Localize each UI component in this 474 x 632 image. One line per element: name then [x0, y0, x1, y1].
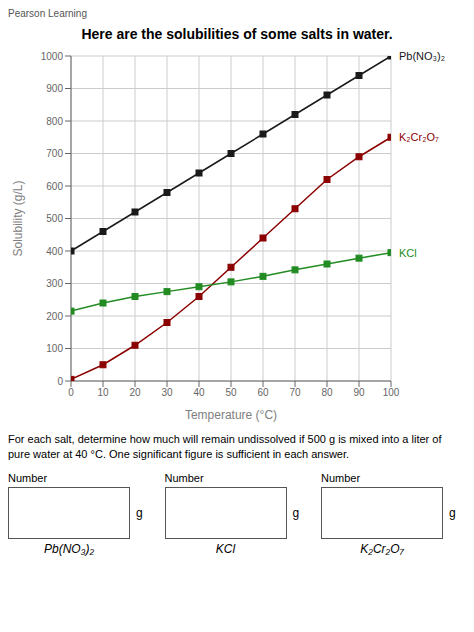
svg-text:50: 50 — [225, 387, 237, 398]
html-text:g: g — [136, 506, 143, 520]
html-text:K₂Cr₂O₇: K₂Cr₂O₇ — [360, 542, 404, 556]
html-text:pure water at 40 °C. One signi: pure water at 40 °C. One significant fig… — [8, 448, 350, 460]
svg-text:600: 600 — [46, 181, 63, 192]
html-text:g: g — [449, 506, 456, 520]
svg-text:0: 0 — [68, 387, 74, 398]
svg-text:400: 400 — [46, 246, 63, 257]
svg-text:0: 0 — [57, 376, 63, 387]
svg-text:K₂Cr₂O₇: K₂Cr₂O₇ — [399, 131, 439, 143]
svg-text:700: 700 — [46, 148, 63, 159]
svg-text:100: 100 — [383, 387, 400, 398]
html-text:Pearson Learning: Pearson Learning — [8, 8, 87, 19]
svg-text:800: 800 — [46, 116, 63, 127]
svg-text:KCl: KCl — [399, 247, 417, 259]
html-text:g: g — [292, 506, 300, 520]
html-text:Here are the solubilities of s: Here are the solubilities of some salts … — [81, 26, 393, 42]
html-text:Pb(NO₃)₂: Pb(NO₃)₂ — [44, 542, 94, 556]
svg-text:100: 100 — [46, 343, 63, 354]
svg-text:Solubility (g/L): Solubility (g/L) — [11, 180, 25, 256]
html-text:KCl: KCl — [215, 542, 236, 556]
html-text:Number: Number — [8, 472, 48, 484]
svg-text:900: 900 — [46, 83, 63, 94]
svg-text:90: 90 — [353, 387, 365, 398]
svg-text:Temperature (°C): Temperature (°C) — [185, 408, 277, 422]
svg-text:40: 40 — [193, 387, 205, 398]
svg-text:Pb(NO₃)₂: Pb(NO₃)₂ — [399, 50, 445, 62]
svg-text:70: 70 — [289, 387, 301, 398]
svg-text:20: 20 — [129, 387, 141, 398]
svg-text:500: 500 — [46, 213, 63, 224]
html-text:For each salt, determine how m: For each salt, determine how much will r… — [8, 433, 442, 445]
svg-text:200: 200 — [46, 311, 63, 322]
html-text:Number: Number — [164, 472, 204, 484]
svg-text:30: 30 — [161, 387, 173, 398]
svg-text:1000: 1000 — [41, 51, 64, 62]
svg-text:300: 300 — [46, 278, 63, 289]
svg-text:80: 80 — [321, 387, 333, 398]
html-text:Number: Number — [321, 472, 361, 484]
svg-text:60: 60 — [257, 387, 269, 398]
svg-text:10: 10 — [97, 387, 109, 398]
